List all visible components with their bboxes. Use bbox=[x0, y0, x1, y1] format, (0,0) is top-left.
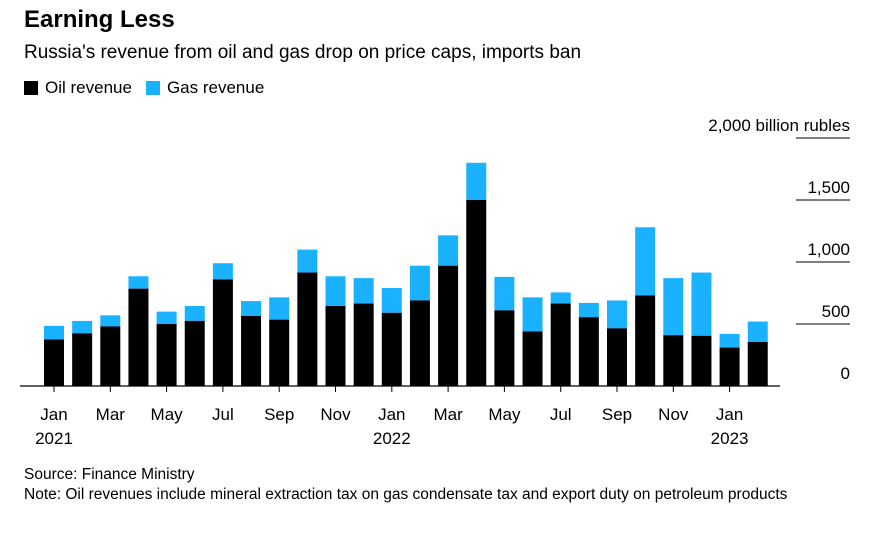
x-tick-label: Jul bbox=[550, 405, 572, 424]
bar-gas bbox=[607, 300, 627, 329]
bar-oil bbox=[522, 331, 543, 386]
bar-gas bbox=[297, 249, 318, 273]
legend: Oil revenue Gas revenue bbox=[24, 78, 278, 98]
x-tick-label: Nov bbox=[658, 405, 689, 424]
x-tick-label: Jul bbox=[212, 405, 234, 424]
x-tick-label: May bbox=[151, 405, 184, 424]
chart-plot-area: 0 500 1,000 1,500 2,000 billion rubles Jan 20… bbox=[20, 116, 850, 448]
chart-subtitle: Russia's revenue from oil and gas drop o… bbox=[24, 42, 582, 63]
bar-gas bbox=[719, 333, 740, 348]
x-tick-label: Sep bbox=[602, 405, 632, 424]
legend-swatch-gas bbox=[145, 81, 160, 95]
legend-item-oil: Oil revenue bbox=[24, 78, 132, 98]
y-tick-label: 1,500 bbox=[807, 178, 850, 197]
bar-gas bbox=[353, 278, 374, 304]
x-tick-year-label: 2021 bbox=[35, 429, 73, 448]
bar-oil bbox=[691, 335, 712, 386]
bar-gas bbox=[128, 276, 149, 289]
bar-gas bbox=[635, 227, 656, 296]
gridlines bbox=[796, 137, 850, 325]
bar-gas bbox=[466, 162, 487, 200]
bar-gas bbox=[747, 321, 768, 342]
legend-label-oil: Oil revenue bbox=[45, 78, 132, 97]
bar-gas bbox=[100, 315, 121, 327]
x-tick-year-label: 2022 bbox=[373, 429, 411, 448]
bar-oil bbox=[128, 288, 149, 386]
chart-title: Earning Less bbox=[24, 6, 175, 33]
bar-gas bbox=[663, 278, 684, 336]
x-tick-label: Jan bbox=[40, 405, 67, 424]
bar-gas bbox=[44, 325, 64, 340]
x-tick-label: Mar bbox=[433, 405, 463, 424]
x-tick-label: Nov bbox=[320, 405, 351, 424]
x-tick-label: Jan bbox=[378, 405, 405, 424]
bar-gas bbox=[184, 306, 205, 321]
bar-gas bbox=[578, 302, 599, 318]
bar-oil bbox=[409, 300, 430, 386]
bar-oil bbox=[353, 303, 374, 386]
bar-oil bbox=[607, 328, 627, 386]
bar-oil bbox=[44, 339, 64, 386]
bar-oil bbox=[297, 272, 318, 386]
bars bbox=[44, 162, 768, 386]
y-tick-label: 2,000 billion rubles bbox=[708, 116, 850, 135]
bar-gas bbox=[409, 265, 430, 301]
bar-oil bbox=[719, 347, 740, 386]
bar-gas bbox=[381, 288, 402, 313]
bar-gas bbox=[241, 301, 262, 316]
bar-oil bbox=[72, 333, 93, 386]
bar-gas bbox=[522, 297, 543, 332]
bar-gas bbox=[212, 263, 233, 280]
bar-oil bbox=[184, 320, 205, 386]
bar-gas bbox=[156, 311, 177, 324]
bar-oil bbox=[381, 312, 402, 386]
bar-oil bbox=[550, 303, 571, 386]
chart-footer: Source: Finance Ministry Note: Oil reven… bbox=[24, 465, 864, 505]
legend-label-gas: Gas revenue bbox=[166, 78, 265, 97]
x-tick-label: Jan bbox=[716, 405, 743, 424]
bar-oil bbox=[325, 306, 346, 386]
bar-oil bbox=[466, 200, 487, 386]
bar-gas bbox=[269, 297, 290, 320]
bar-gas bbox=[550, 292, 571, 304]
y-tick-label: 500 bbox=[822, 302, 850, 321]
bar-gas bbox=[494, 276, 515, 311]
bar-oil bbox=[747, 341, 768, 386]
bar-oil bbox=[635, 295, 656, 386]
x-tick-label: Mar bbox=[96, 405, 126, 424]
footnote: Note: Oil revenues include mineral extra… bbox=[24, 486, 788, 503]
y-tick-label: 1,000 bbox=[807, 240, 850, 259]
y-tick-label: 0 bbox=[841, 364, 850, 383]
legend-swatch-oil bbox=[24, 81, 38, 95]
bar-oil bbox=[241, 315, 262, 386]
bar-oil bbox=[494, 310, 515, 386]
x-tick-label: May bbox=[488, 405, 521, 424]
x-tick-year-label: 2023 bbox=[711, 429, 749, 448]
bar-oil bbox=[663, 335, 684, 386]
bar-oil bbox=[100, 326, 121, 386]
bar-oil bbox=[578, 317, 599, 386]
legend-item-gas: Gas revenue bbox=[145, 78, 265, 98]
bar-oil bbox=[156, 324, 177, 386]
bar-gas bbox=[325, 276, 346, 307]
source-note: Source: Finance Ministry bbox=[24, 466, 195, 483]
bar-oil bbox=[212, 279, 233, 386]
bar-oil bbox=[269, 319, 290, 386]
bar-gas bbox=[438, 235, 459, 266]
y-axis-labels: 0 500 1,000 1,500 2,000 billion rubles bbox=[708, 116, 850, 383]
x-tick-label: Sep bbox=[264, 405, 294, 424]
x-axis-labels: Jan 2021 Mar May Jul Sep Nov Jan 2022 Mar May Jul Se… bbox=[35, 386, 749, 448]
bar-gas bbox=[691, 272, 712, 336]
bar-gas bbox=[72, 320, 93, 334]
bar-oil bbox=[438, 265, 459, 386]
